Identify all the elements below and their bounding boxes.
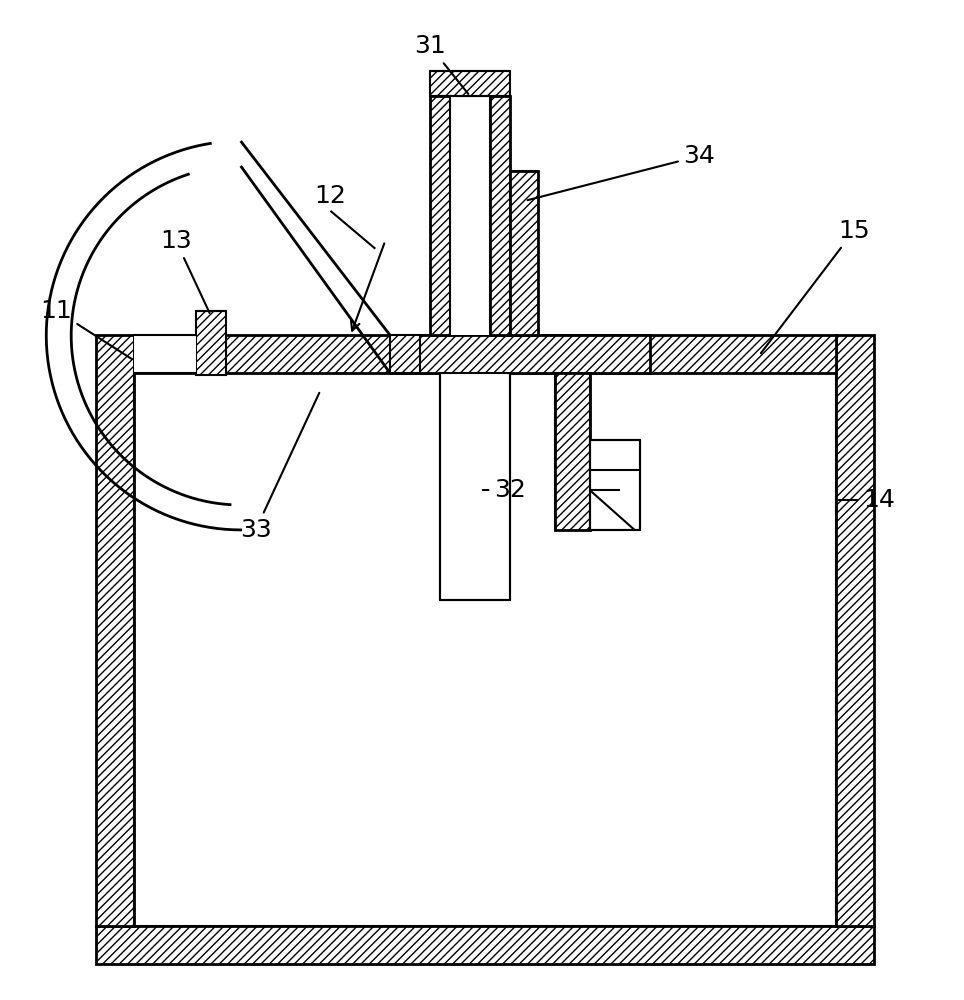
Text: 31: 31 [415, 34, 469, 94]
Bar [390, 335, 420, 373]
Text: 15: 15 [761, 219, 870, 353]
Bar [430, 96, 450, 335]
Bar [555, 373, 590, 530]
Text: 11: 11 [40, 299, 132, 359]
Bar [134, 335, 836, 373]
Bar [441, 373, 510, 600]
Bar [96, 926, 874, 964]
Bar [390, 335, 650, 373]
Bar [450, 96, 490, 335]
Bar [490, 96, 510, 335]
Bar [590, 440, 639, 530]
Text: 32: 32 [483, 478, 525, 502]
Bar [430, 71, 510, 96]
Text: 12: 12 [314, 184, 346, 208]
Bar [134, 335, 196, 373]
Text: 13: 13 [160, 229, 209, 313]
Bar [836, 335, 874, 926]
Bar [196, 311, 226, 375]
Bar [96, 335, 134, 926]
Text: 14: 14 [839, 488, 895, 512]
Text: 33: 33 [240, 393, 319, 542]
Bar [510, 171, 538, 335]
Text: 34: 34 [527, 144, 715, 200]
